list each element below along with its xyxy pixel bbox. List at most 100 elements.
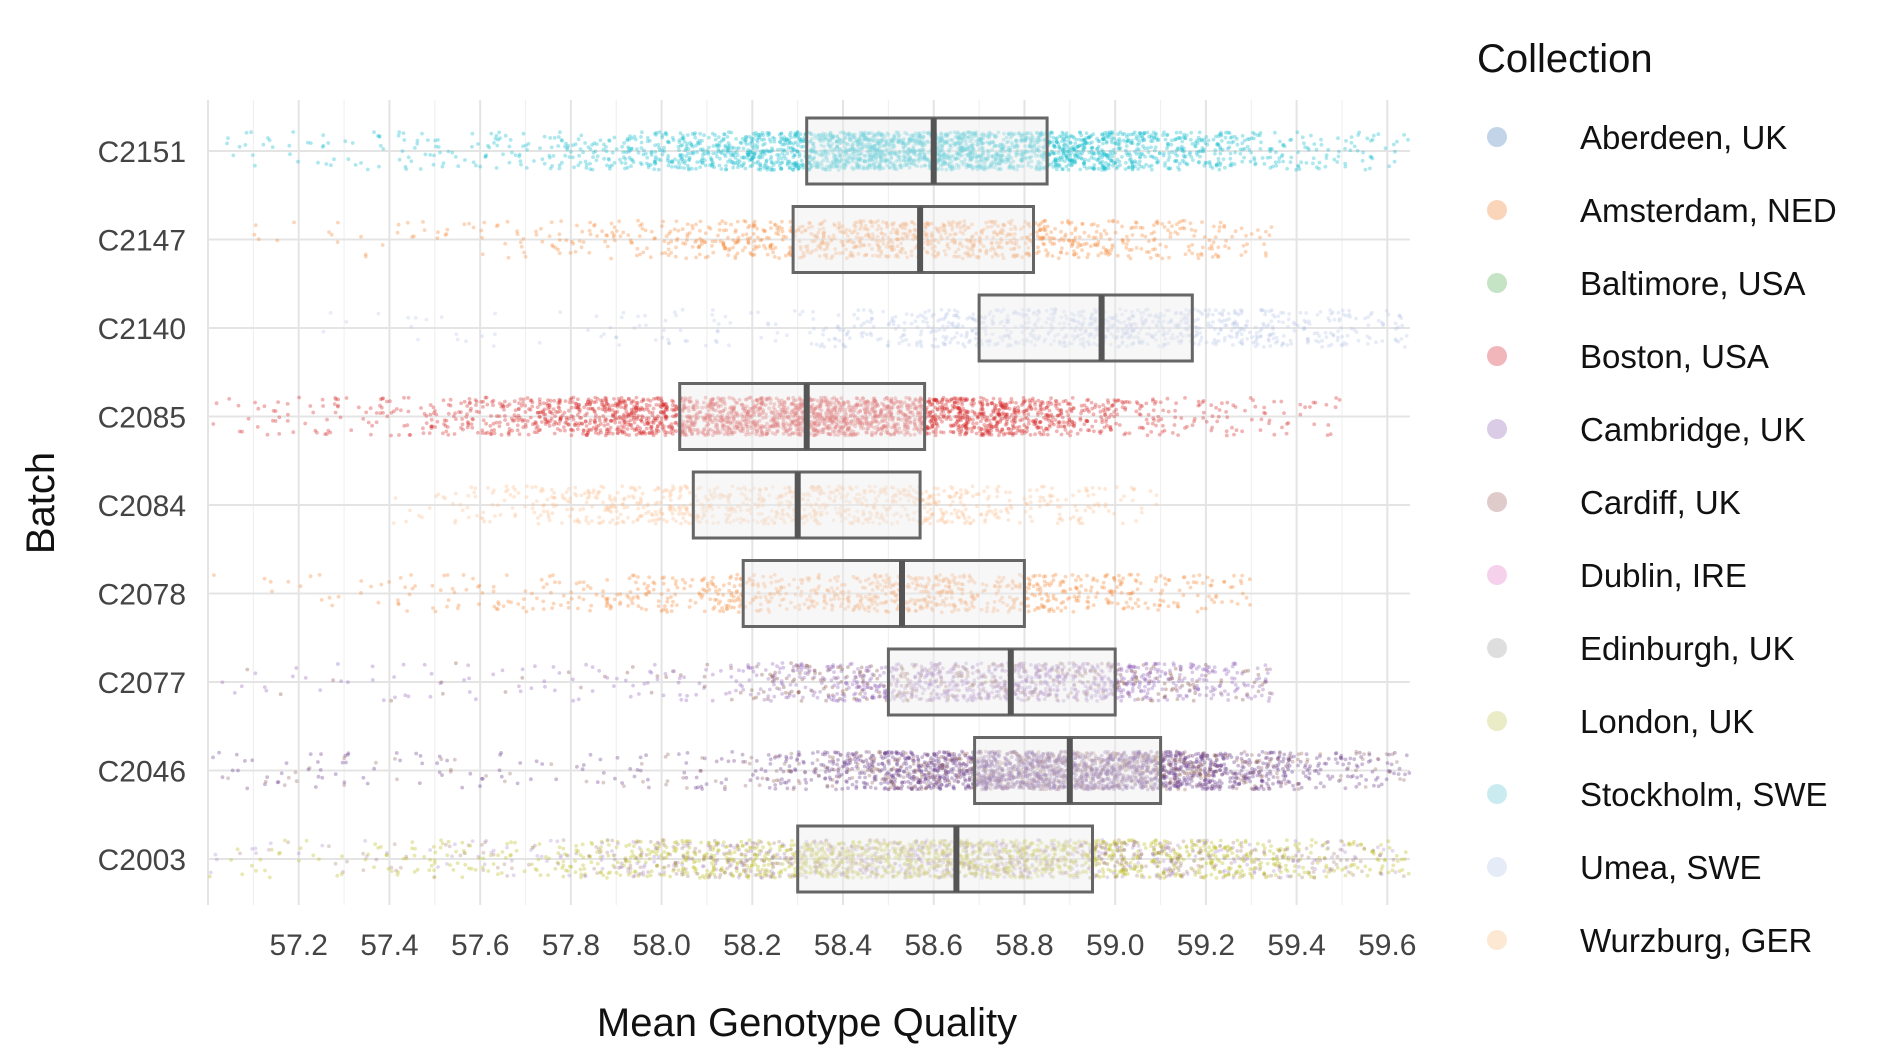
data-point — [1199, 253, 1204, 257]
data-point — [1288, 338, 1293, 343]
data-point — [1037, 167, 1042, 172]
data-point — [1165, 133, 1169, 138]
data-point — [1139, 164, 1144, 169]
data-point — [1018, 152, 1022, 157]
data-point — [695, 140, 700, 145]
data-point — [1028, 141, 1033, 146]
data-point — [618, 157, 622, 162]
data-point — [960, 136, 965, 141]
data-point — [1216, 255, 1220, 259]
data-point — [629, 157, 633, 162]
data-point — [790, 146, 795, 151]
data-point — [1163, 137, 1168, 142]
data-point — [1195, 153, 1200, 157]
data-point — [1281, 159, 1285, 164]
data-point — [680, 136, 685, 141]
data-point — [731, 145, 736, 150]
data-point — [688, 140, 693, 145]
data-point — [349, 428, 354, 433]
data-point — [1245, 337, 1250, 341]
data-point — [970, 137, 974, 142]
data-point — [1319, 137, 1323, 142]
data-point — [721, 241, 726, 245]
data-point — [1054, 167, 1059, 172]
data-point — [694, 166, 698, 171]
data-point — [703, 343, 708, 348]
data-point — [1082, 164, 1087, 169]
data-point — [879, 166, 883, 171]
data-point — [267, 138, 272, 143]
data-point — [898, 163, 903, 168]
data-point — [788, 130, 793, 135]
data-point — [1306, 147, 1311, 152]
data-point — [558, 310, 563, 314]
data-point — [755, 140, 760, 144]
data-point — [673, 254, 678, 259]
data-point — [494, 166, 499, 170]
data-point — [542, 134, 547, 139]
data-point — [623, 166, 627, 171]
data-point — [1091, 132, 1096, 137]
data-point — [1196, 149, 1201, 154]
data-point — [584, 166, 589, 170]
data-point — [762, 137, 767, 142]
data-point — [1054, 162, 1058, 166]
data-point — [1163, 161, 1167, 165]
data-point — [363, 252, 368, 257]
data-point — [667, 160, 672, 165]
data-point — [652, 167, 657, 172]
data-point — [1160, 222, 1165, 226]
data-point — [787, 140, 792, 145]
data-point — [869, 146, 874, 151]
data-point — [1275, 339, 1280, 344]
data-point — [663, 131, 668, 136]
data-point — [1151, 247, 1155, 252]
data-point — [1182, 146, 1186, 151]
data-point — [1147, 239, 1151, 244]
data-point — [1182, 149, 1186, 154]
data-point — [607, 138, 611, 143]
data-point — [463, 158, 467, 162]
data-point — [970, 328, 975, 333]
data-point — [253, 223, 258, 228]
data-point — [987, 140, 992, 145]
data-point — [665, 158, 670, 163]
data-point — [567, 155, 572, 159]
data-point — [1136, 167, 1141, 171]
data-point — [603, 239, 607, 244]
data-point — [1078, 167, 1083, 172]
data-point — [627, 155, 632, 160]
data-point — [1253, 161, 1258, 166]
data-point — [812, 145, 817, 150]
data-point — [1073, 159, 1077, 164]
data-point — [1271, 164, 1275, 169]
data-point — [569, 149, 573, 154]
data-point — [733, 254, 738, 258]
data-point — [677, 140, 682, 145]
data-point — [588, 220, 592, 225]
data-point — [1281, 320, 1285, 325]
data-point — [1037, 153, 1041, 158]
data-point — [1253, 344, 1258, 349]
data-point — [1080, 143, 1085, 148]
data-point — [1256, 228, 1260, 233]
data-point — [685, 163, 690, 168]
data-point — [623, 157, 628, 161]
data-point — [1061, 167, 1065, 172]
data-point — [332, 157, 336, 162]
data-point — [762, 149, 767, 154]
data-point — [1318, 310, 1323, 314]
data-point — [870, 136, 875, 141]
data-point — [696, 245, 701, 250]
data-point — [921, 135, 926, 139]
data-point — [1141, 138, 1146, 142]
data-point — [957, 152, 962, 157]
data-point — [785, 161, 790, 166]
data-point — [1089, 146, 1094, 151]
data-point — [1134, 246, 1139, 250]
data-point — [772, 139, 777, 144]
data-point — [726, 235, 730, 240]
data-point — [538, 146, 542, 151]
data-point — [540, 157, 545, 162]
data-point — [930, 314, 935, 319]
